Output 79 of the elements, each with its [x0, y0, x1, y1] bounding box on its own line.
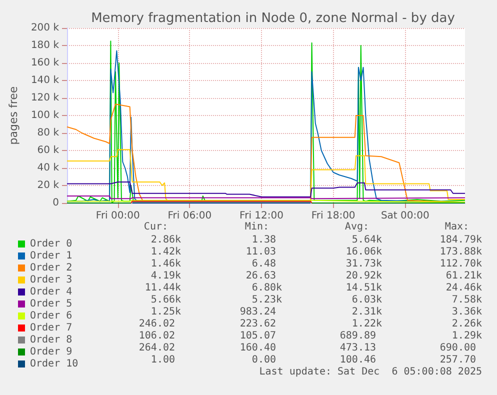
text: 0.00: [252, 354, 276, 366]
line-series: [66, 182, 466, 198]
text: 6.03k: [352, 294, 382, 306]
text: 6.80k: [252, 282, 282, 294]
text: 983.24: [240, 306, 276, 318]
text: 11.03: [246, 246, 276, 258]
text: 20.92k: [346, 270, 382, 282]
text: 184.79k: [440, 234, 482, 246]
text: 5.66k: [150, 294, 182, 306]
text: 1.38: [252, 234, 276, 246]
y-tick-label: 140 k: [30, 75, 60, 86]
y-tick-label: 180 k: [30, 40, 60, 51]
legend-label: Order 4: [30, 286, 72, 298]
legend-label: Order 8: [30, 334, 72, 346]
text: 160.40: [240, 342, 276, 354]
text: 11.44k: [144, 282, 181, 294]
text: 14.51k: [346, 282, 382, 294]
text: 1.22k: [352, 318, 382, 330]
text: Cur:: [144, 222, 168, 232]
text: Avg:: [344, 222, 370, 232]
text: 690.00: [440, 342, 476, 354]
text: 31.73k: [346, 258, 382, 270]
text: Last update: Sat Dec 6 05:00:08 2025: [259, 366, 482, 378]
text: 257.70: [440, 354, 476, 366]
text: 1.29k: [452, 330, 482, 342]
x-tick-label: Fri 12:00: [240, 210, 284, 222]
text: Min:: [244, 222, 270, 232]
text: 689.89: [340, 330, 376, 342]
text: 5.23k: [252, 294, 282, 306]
text: 24.46k: [446, 282, 482, 294]
text: 1.42k: [150, 246, 182, 258]
text: 2.26k: [452, 318, 482, 330]
legend-label: Order 3: [30, 274, 72, 286]
text: 1.46k: [150, 258, 182, 270]
legend-label: Order 7: [30, 322, 72, 334]
legend-label: Order 0: [30, 238, 72, 250]
text: 100.46: [340, 354, 376, 366]
text: 223.62: [240, 318, 276, 330]
y-tick-label: 80 k: [37, 128, 60, 138]
y-tick-label: 40 k: [37, 162, 60, 174]
legend-label: Order 9: [30, 346, 72, 358]
text: 2.31k: [352, 306, 382, 318]
text: 7.58k: [452, 294, 482, 306]
x-tick-label: Fri 00:00: [96, 210, 140, 222]
text: 246.02: [138, 318, 175, 330]
x-tick-label: Fri 06:00: [168, 210, 212, 222]
legend-label: Order 10: [30, 358, 78, 370]
text: 4.19k: [150, 270, 182, 282]
y-tick-label: 200 k: [30, 22, 60, 34]
text: 1.00: [150, 354, 176, 366]
x-tick-label: Sat 00:00: [380, 210, 430, 222]
text: Max:: [444, 222, 470, 232]
y-tick-label: 160 k: [30, 58, 60, 68]
text: 105.07: [240, 330, 276, 342]
y-tick-label: 60 k: [37, 145, 60, 156]
text: 26.63: [246, 270, 276, 282]
text: 2.86k: [150, 234, 182, 246]
text: 112.70k: [440, 258, 482, 270]
text: 473.13: [340, 342, 376, 354]
text: 3.36k: [452, 306, 482, 318]
text: 106.02: [138, 330, 175, 342]
legend-label: Order 5: [30, 298, 72, 310]
x-tick-label: Fri 18:00: [311, 210, 356, 222]
legend-label: Order 1: [30, 250, 72, 262]
text: 5.64k: [352, 234, 382, 246]
y-tick-label: 120 k: [30, 92, 60, 104]
legend-label: Order 2: [30, 262, 72, 274]
y-tick-label: 20 k: [37, 180, 60, 191]
text: 1.25k: [150, 306, 182, 318]
y-axis-title: pages free: [7, 86, 20, 145]
text: 173.88k: [440, 246, 482, 258]
text: 6.48: [252, 258, 276, 270]
text: 61.21k: [446, 270, 482, 282]
text: 16.06k: [346, 246, 382, 258]
y-tick-label: 0: [52, 198, 59, 208]
legend-label: Order 6: [30, 310, 72, 322]
chart-title: Memory fragmentation in Node 0, zone Normal - by day: [91, 11, 456, 26]
y-tick-label: 100 k: [30, 110, 60, 121]
text: 264.02: [138, 342, 175, 354]
